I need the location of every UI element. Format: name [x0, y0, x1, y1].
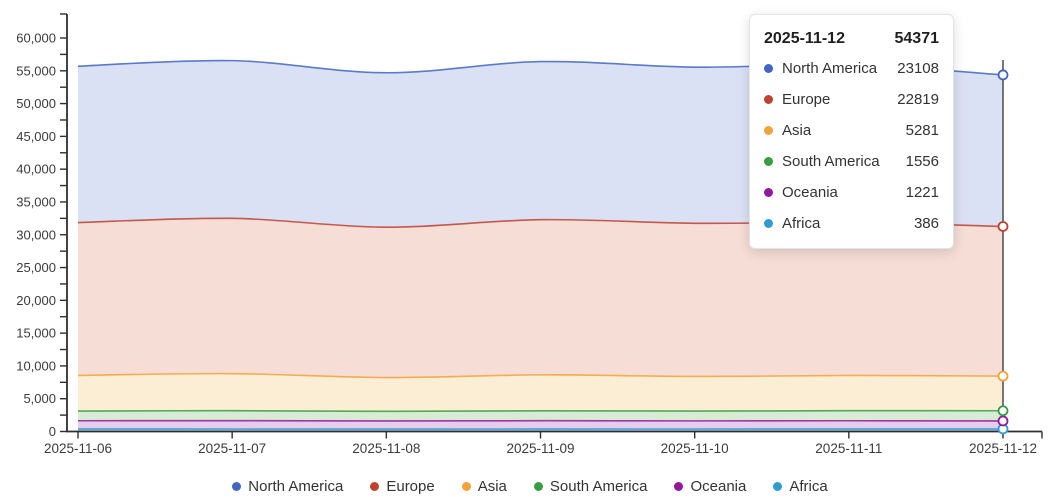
tooltip-series-dot-icon [764, 95, 773, 104]
tooltip-series-value: 1556 [905, 153, 939, 170]
legend-dot-icon [533, 481, 543, 491]
tooltip-series-dot-icon [764, 157, 773, 166]
tooltip: 2025-11-12 54371 North America 23108 Europ… [749, 14, 954, 249]
tooltip-series-name: North America [782, 60, 878, 77]
y-axis-label: 35,000 [16, 194, 56, 209]
legend-label: Africa [789, 477, 828, 495]
y-axis-label: 45,000 [16, 129, 56, 144]
y-axis-label: 25,000 [16, 260, 56, 275]
legend-item-europe[interactable]: Europe [370, 477, 435, 495]
highlight-marker-asia [997, 370, 1009, 382]
series-line-asia [77, 372, 1004, 379]
tooltip-series-dot-icon [764, 126, 773, 135]
x-axis-label: 2025-11-08 [352, 441, 420, 456]
legend-label: Europe [386, 477, 435, 495]
tooltip-series-dot-icon [764, 64, 773, 73]
y-axis-label: 0 [49, 424, 56, 439]
tooltip-series-value: 23108 [897, 60, 939, 77]
legend-label: Asia [477, 477, 507, 495]
tooltip-row: South America 1556 [764, 146, 939, 177]
highlight-marker-europe [997, 221, 1009, 232]
tooltip-row: Africa 386 [764, 208, 939, 239]
tooltip-series-dot-icon [764, 188, 773, 197]
legend-item-asia[interactable]: Asia [461, 477, 507, 495]
y-axis-label: 55,000 [16, 63, 56, 78]
tooltip-row: Europe 22819 [764, 84, 939, 115]
x-axis-label: 2025-11-10 [661, 441, 729, 456]
y-axis-label: 10,000 [16, 358, 56, 373]
legend-dot-icon [773, 481, 783, 491]
area-band-asia [78, 373, 1003, 412]
tooltip-series-dot-icon [764, 219, 773, 228]
tooltip-row: North America 23108 [764, 53, 939, 84]
y-axis-label: 60,000 [16, 31, 56, 46]
legend: North America Europe Asia South America Ocea… [0, 473, 1060, 499]
y-axis-label: 30,000 [16, 227, 56, 242]
highlight-marker-north-america [997, 69, 1009, 81]
area-band-europe [78, 218, 1003, 378]
tooltip-total: 54371 [894, 30, 940, 47]
legend-dot-icon [674, 481, 684, 491]
legend-dot-icon [232, 481, 242, 491]
legend-item-oceania[interactable]: Oceania [674, 478, 746, 495]
area-band-south-america [78, 410, 1003, 421]
tooltip-row: Asia 5281 [764, 115, 939, 146]
tooltip-series-value: 386 [913, 215, 939, 232]
legend-item-south-america[interactable]: South America [533, 477, 648, 495]
legend-dot-icon [461, 481, 471, 491]
tooltip-row: Oceania 1221 [764, 177, 939, 208]
legend-label: South America [549, 477, 648, 495]
tooltip-series-value: 1221 [905, 184, 939, 201]
x-axis-label: 2025-11-12 [969, 441, 1037, 456]
x-axis-label: 2025-11-09 [506, 441, 574, 456]
tooltip-header: 2025-11-12 54371 [764, 25, 939, 53]
series-line-south-america [77, 409, 1004, 413]
legend-item-africa[interactable]: Africa [773, 477, 828, 495]
tooltip-series-name: Africa [782, 215, 821, 232]
tooltip-series-name: South America [782, 153, 880, 170]
x-axis-label: 2025-11-07 [198, 441, 266, 456]
tooltip-series-value: 22819 [897, 91, 939, 108]
legend-label: Oceania [690, 477, 747, 495]
x-axis-label: 2025-11-06 [44, 441, 112, 456]
tooltip-series-name: Oceania [782, 184, 838, 201]
tooltip-series-name: Asia [782, 122, 812, 139]
highlight-marker-oceania [997, 415, 1009, 427]
x-axis-label: 2025-11-11 [815, 441, 882, 456]
tooltip-series-name: Europe [782, 91, 831, 108]
y-axis-label: 5,000 [23, 391, 56, 406]
legend-label: North America [248, 477, 344, 495]
y-axis-label: 50,000 [16, 96, 56, 111]
tooltip-series-value: 5281 [905, 122, 939, 139]
area-band-oceania [78, 420, 1003, 430]
y-axis-label: 15,000 [16, 326, 56, 341]
legend-item-north-america[interactable]: North America [232, 478, 343, 495]
tooltip-rows: North America 23108 Europe 22819 Asia 5281 Sou… [764, 53, 939, 239]
legend-dot-icon [370, 481, 380, 491]
highlight-marker-south-america [997, 405, 1009, 417]
y-axis-label: 20,000 [16, 293, 56, 308]
y-axis-label: 40,000 [16, 162, 56, 177]
tooltip-date: 2025-11-12 [764, 30, 845, 47]
